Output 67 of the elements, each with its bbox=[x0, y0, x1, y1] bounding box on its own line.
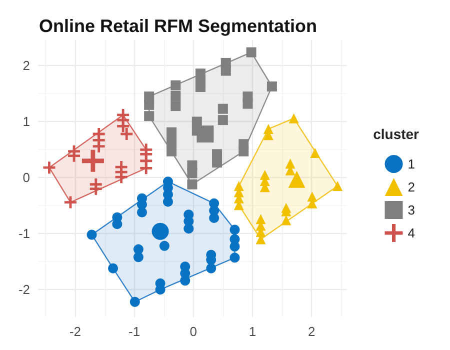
legend-title: cluster bbox=[373, 126, 420, 142]
point bbox=[166, 136, 177, 147]
point bbox=[92, 140, 105, 152]
point bbox=[117, 120, 130, 132]
point bbox=[246, 47, 256, 58]
point bbox=[332, 181, 343, 192]
point bbox=[230, 224, 240, 235]
point bbox=[133, 252, 144, 262]
point bbox=[170, 80, 181, 90]
point bbox=[266, 81, 277, 92]
point bbox=[82, 150, 104, 172]
point bbox=[212, 158, 222, 168]
point bbox=[288, 170, 306, 188]
x-tick-label: 2 bbox=[308, 324, 316, 339]
point bbox=[285, 158, 296, 169]
x-tick-label: 1 bbox=[248, 324, 256, 339]
legend-label: 4 bbox=[408, 226, 416, 240]
point bbox=[256, 214, 266, 224]
point bbox=[218, 115, 228, 126]
legend-label: 3 bbox=[408, 202, 416, 218]
point bbox=[130, 296, 140, 307]
point bbox=[152, 222, 169, 240]
point bbox=[112, 219, 122, 230]
point bbox=[238, 146, 249, 156]
point bbox=[159, 240, 170, 251]
point bbox=[144, 111, 154, 122]
point bbox=[230, 241, 240, 252]
y-tick-label: 1 bbox=[22, 114, 30, 130]
point bbox=[43, 162, 56, 174]
point bbox=[230, 252, 240, 263]
point bbox=[140, 162, 152, 174]
legend-label: 1 bbox=[408, 156, 416, 172]
point bbox=[86, 230, 97, 240]
y-tick-label: -1 bbox=[18, 226, 30, 242]
point bbox=[242, 98, 253, 109]
point bbox=[68, 150, 80, 162]
point bbox=[192, 116, 202, 127]
point bbox=[187, 179, 198, 190]
point bbox=[166, 127, 177, 138]
point bbox=[166, 146, 177, 156]
x-tick-label: 0 bbox=[190, 324, 198, 339]
point bbox=[206, 263, 216, 274]
point bbox=[288, 113, 299, 124]
x-tick-label: -1 bbox=[128, 324, 140, 339]
point bbox=[144, 100, 154, 110]
point bbox=[218, 104, 228, 114]
point bbox=[180, 276, 190, 286]
point bbox=[209, 212, 220, 223]
y-tick-label: 2 bbox=[22, 58, 30, 74]
point bbox=[136, 207, 147, 218]
y-tick-label: -2 bbox=[18, 282, 30, 298]
x-tick-label: -2 bbox=[69, 324, 82, 339]
point bbox=[170, 101, 181, 112]
point bbox=[184, 224, 194, 234]
point bbox=[64, 196, 76, 208]
point bbox=[220, 66, 231, 76]
point bbox=[187, 168, 198, 178]
point bbox=[170, 90, 181, 101]
point bbox=[90, 182, 102, 195]
chart-title: Online Retail RFM Segmentation bbox=[39, 16, 318, 36]
point bbox=[310, 148, 320, 158]
point bbox=[281, 215, 292, 226]
point bbox=[108, 263, 118, 274]
point bbox=[162, 196, 173, 207]
point bbox=[120, 128, 133, 140]
legend-label: 2 bbox=[408, 180, 416, 194]
y-tick-label: 0 bbox=[22, 170, 30, 186]
